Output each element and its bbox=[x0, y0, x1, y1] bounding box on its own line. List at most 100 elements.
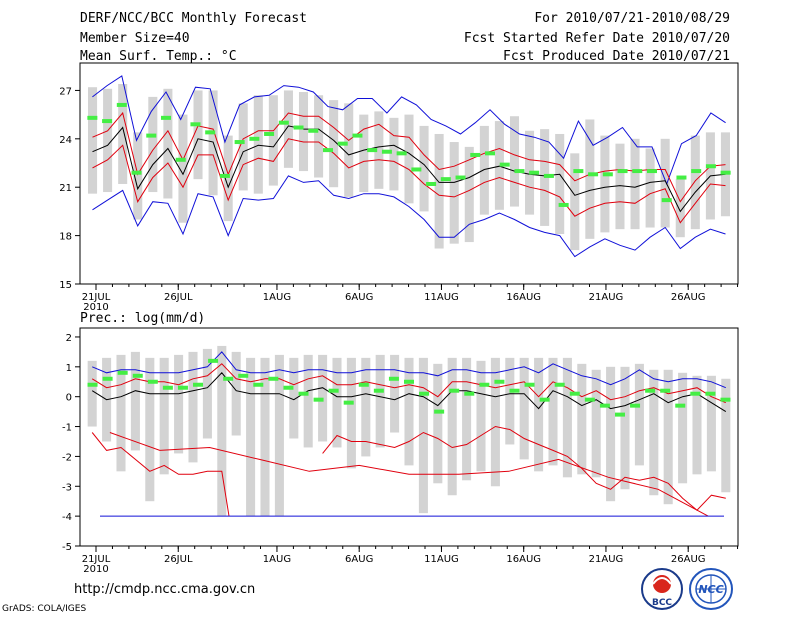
temp-obs-mark bbox=[381, 149, 392, 154]
temp-x-tick-label: 21JUL bbox=[82, 292, 111, 303]
temp-obs-mark bbox=[632, 169, 643, 174]
temp-box bbox=[585, 119, 595, 239]
temp-y-tick-label: 24 bbox=[59, 135, 72, 146]
bcc-logo-text: BCC bbox=[652, 598, 672, 608]
prec-obs-mark bbox=[404, 379, 414, 384]
prec-y-tick-label: 1 bbox=[66, 363, 72, 374]
prec-inner-lower-left bbox=[91, 432, 230, 517]
forecast-period: For 2010/07/21-2010/08/29 bbox=[534, 11, 730, 26]
temp-obs-mark bbox=[175, 157, 186, 162]
prec-x-tick-label: 1AUG bbox=[263, 554, 291, 565]
temp-obs-mark bbox=[146, 133, 157, 138]
prec-box bbox=[591, 369, 601, 478]
prec-obs-mark bbox=[298, 391, 309, 396]
temp-x-tick-label: 6AUG bbox=[345, 292, 373, 303]
temp-box bbox=[133, 132, 143, 220]
prec-x-year-label: 2010 bbox=[83, 564, 108, 575]
prec-panel: -5 -4 -3 -2 -1 0 1 2 21JUL 26JUL 1AUG 6AUG 11AUG 16AU… bbox=[62, 327, 739, 575]
prec-box bbox=[577, 363, 587, 475]
prec-obs-mark bbox=[132, 373, 143, 378]
prec-box bbox=[490, 357, 500, 487]
prec-obs-mark bbox=[539, 397, 550, 402]
prec-y-tick-label: -5 bbox=[62, 542, 72, 553]
temp-obs-mark bbox=[455, 175, 466, 180]
prec-obs-mark bbox=[102, 376, 113, 381]
temp-box bbox=[329, 100, 339, 188]
prec-x-tick-label: 26AUG bbox=[671, 554, 706, 565]
temp-obs-mark bbox=[352, 133, 363, 138]
prec-obs-mark bbox=[268, 376, 279, 381]
prec-mean-line bbox=[91, 372, 727, 413]
temp-x-tick-label: 1AUG bbox=[263, 292, 291, 303]
prec-box bbox=[303, 354, 313, 448]
prec-obs-mark bbox=[313, 397, 324, 402]
temp-obs-mark bbox=[411, 167, 422, 172]
prec-box bbox=[332, 357, 342, 448]
temp-box bbox=[359, 114, 369, 193]
prec-box bbox=[476, 360, 486, 472]
temp-obs-mark bbox=[234, 140, 245, 145]
temp-obs-mark bbox=[87, 115, 98, 120]
prec-box bbox=[375, 354, 385, 448]
temp-box bbox=[193, 90, 203, 180]
prec-obs-mark bbox=[208, 358, 219, 363]
fcst-produced-date: Fcst Produced Date 2010/07/21 bbox=[503, 49, 730, 64]
temp-obs-mark bbox=[249, 136, 260, 141]
prec-box bbox=[202, 348, 212, 439]
temp-box bbox=[615, 143, 625, 230]
prec-box bbox=[174, 354, 184, 454]
prec-box bbox=[620, 366, 630, 490]
temp-box bbox=[103, 88, 113, 193]
prec-box bbox=[462, 357, 472, 481]
prec-obs-mark bbox=[599, 403, 610, 408]
temp-obs-mark bbox=[323, 148, 333, 153]
prec-box bbox=[606, 366, 616, 502]
prec-box bbox=[289, 357, 299, 439]
temp-obs-mark bbox=[426, 181, 437, 186]
prec-inner-lower-right bbox=[322, 425, 726, 511]
temp-obs-mark bbox=[485, 151, 495, 156]
prec-obs-mark bbox=[434, 409, 445, 414]
temp-box bbox=[268, 95, 278, 186]
prec-box bbox=[649, 369, 659, 496]
temp-obs-mark bbox=[102, 119, 113, 124]
source-url[interactable]: http://cmdp.ncc.cma.gov.cn bbox=[74, 582, 256, 597]
temp-obs-mark bbox=[720, 170, 731, 175]
temp-obs-mark bbox=[514, 169, 525, 174]
prec-obs-mark bbox=[343, 400, 354, 405]
prec-y-tick-label: -2 bbox=[62, 452, 72, 463]
panel2-label: Prec.: log(mm/d) bbox=[80, 311, 206, 326]
prec-obs-mark bbox=[509, 388, 520, 393]
prec-obs-mark bbox=[645, 388, 656, 393]
temp-box bbox=[253, 95, 263, 194]
prec-box bbox=[418, 357, 428, 514]
prec-x-tick-label: 21JUL bbox=[82, 554, 111, 565]
temp-box bbox=[88, 87, 98, 194]
temp-x-tick-label: 11AUG bbox=[424, 292, 459, 303]
temp-obs-mark bbox=[543, 173, 554, 178]
temp-x-tick-label: 16AUG bbox=[506, 292, 541, 303]
temp-outer-lower-line bbox=[92, 175, 726, 258]
fcst-started-date: Fcst Started Refer Date 2010/07/20 bbox=[463, 31, 730, 46]
prec-obs-mark bbox=[494, 379, 505, 384]
prec-box bbox=[260, 357, 270, 517]
prec-box bbox=[721, 378, 731, 493]
temp-x-tick-label: 26JUL bbox=[164, 292, 193, 303]
temp-obs-mark bbox=[308, 128, 319, 133]
prec-box bbox=[519, 357, 529, 460]
prec-obs-mark bbox=[675, 403, 686, 408]
temp-x-tick-label: 26AUG bbox=[671, 292, 706, 303]
prec-y-tick-label: 0 bbox=[66, 393, 72, 404]
temp-obs-mark bbox=[499, 162, 510, 167]
temp-obs-mark bbox=[278, 120, 289, 125]
temp-box bbox=[630, 138, 640, 230]
prec-obs-mark bbox=[162, 385, 173, 390]
temp-box bbox=[419, 125, 429, 212]
prec-obs-mark bbox=[87, 382, 98, 387]
prec-obs-mark bbox=[147, 379, 158, 384]
temp-obs-mark bbox=[705, 164, 716, 169]
temp-panel: 15 18 21 24 27 21JUL 26JUL 1AUG 6AUG 11AUG 16AUG 21… bbox=[59, 62, 739, 313]
temp-box bbox=[344, 103, 354, 197]
ncc-logo: NCC bbox=[689, 568, 733, 610]
